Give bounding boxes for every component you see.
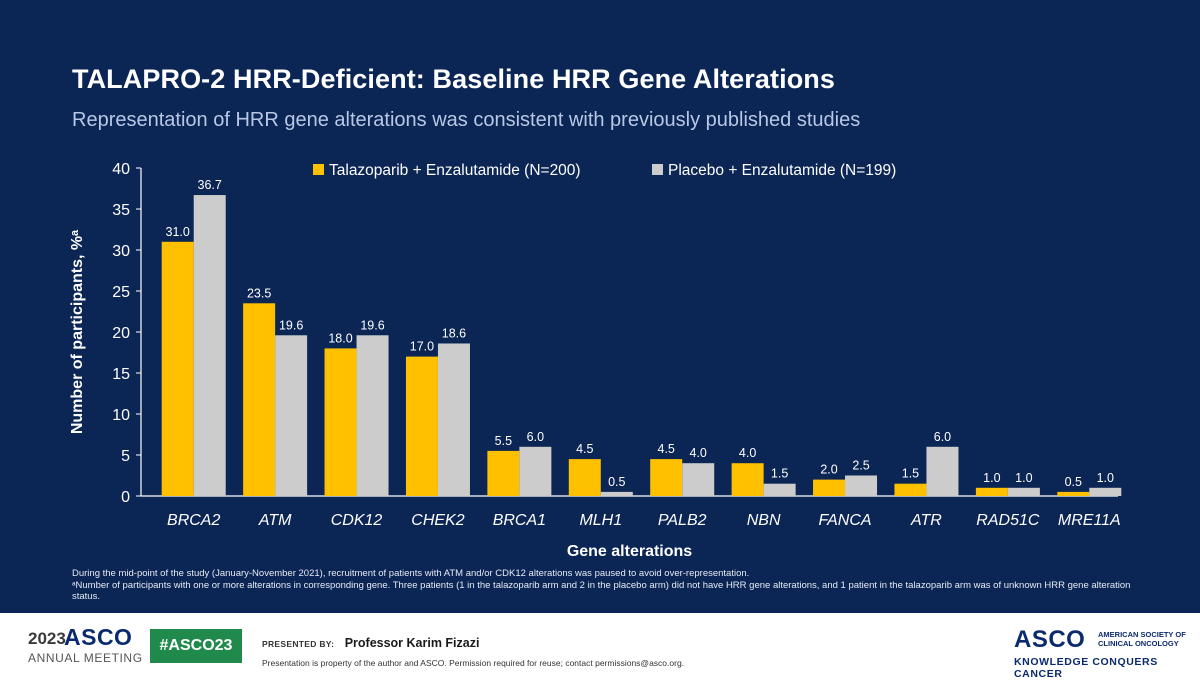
bar-placebo [763,483,796,496]
data-label: 2.0 [820,463,837,477]
data-label: 1.5 [902,467,919,481]
bar-talazoparib [1057,491,1090,496]
data-label: 31.0 [166,225,190,239]
x-tick-label: FANCA [819,512,872,529]
data-label: 1.0 [983,471,1000,485]
y-tick-label: 20 [112,325,130,342]
bar-placebo [1089,487,1122,496]
footer-bar: 2023 ASCO ANNUAL MEETING #ASCO23 PRESENT… [0,613,1200,680]
bar-talazoparib [650,459,683,496]
society-name: AMERICAN SOCIETY OF CLINICAL ONCOLOGY [1098,630,1186,648]
x-tick-label: ATM [258,512,292,529]
data-label: 19.6 [360,318,384,332]
y-axis-title: Number of participants, %ᵃ [69,230,86,434]
data-label: 1.0 [1015,471,1032,485]
x-tick-label: CHEK2 [411,512,464,529]
x-axis-title: Gene alterations [567,543,692,560]
y-tick-label: 10 [112,407,130,424]
data-label: 18.6 [442,326,466,340]
data-label: 1.5 [771,467,788,481]
meeting-year: 2023 [28,629,66,648]
society-name-line-2: CLINICAL ONCOLOGY [1098,639,1179,648]
bar-placebo [193,195,226,496]
asco-meeting-logo: ASCO [64,624,133,650]
y-tick-label: 25 [112,284,130,301]
bar-placebo [519,446,552,496]
bar-placebo [600,491,633,496]
x-tick-label: CDK12 [331,512,383,529]
data-label: 19.6 [279,318,303,332]
data-label: 18.0 [328,331,352,345]
bar-chart: 0 5 10 15 20 25 30 35 40 31.0 36.7 BRCA2 23.5 19.6 ATM… [69,161,1122,560]
bar-placebo [682,463,715,496]
bar-placebo [845,475,878,496]
bar-talazoparib [405,356,438,496]
footnote-recruitment: During the mid-point of the study (Janua… [72,568,750,579]
data-label: 17.0 [410,340,434,354]
data-label: 23.5 [247,286,271,300]
legend-swatch [652,164,663,175]
x-tick-label: PALB2 [658,512,707,529]
presented-by: PRESENTED BY: Professor Karim Fizazi [262,634,479,652]
x-tick-label: RAD51C [976,512,1040,529]
x-tick-label: NBN [747,512,781,529]
x-tick-label: MRE11A [1058,512,1121,529]
x-tick-label: MLH1 [579,512,622,529]
x-tick-label: BRCA1 [493,512,546,529]
bar-talazoparib [568,459,601,496]
slide-subtitle: Representation of HRR gene alterations w… [72,109,861,131]
slide-title: TALAPRO-2 HRR-Deficient: Baseline HRR Ge… [72,64,836,94]
presenter-name: Professor Karim Fizazi [344,636,480,650]
data-label: 4.5 [658,442,675,456]
x-tick-label: BRCA2 [167,512,220,529]
data-label: 4.5 [576,442,593,456]
data-label: 0.5 [1065,475,1082,489]
bar-talazoparib [487,450,520,496]
society-name-line-1: AMERICAN SOCIETY OF [1098,630,1186,639]
bar-placebo [437,343,470,496]
hashtag-badge: #ASCO23 [150,629,242,663]
y-tick-label: 40 [112,161,130,178]
y-tick-label: 30 [112,243,130,260]
bar-talazoparib [975,487,1008,496]
x-tick-label: ATR [910,512,942,529]
presented-by-label: PRESENTED BY: [262,639,335,649]
data-label: 1.0 [1097,471,1114,485]
asco-tagline: KNOWLEDGE CONQUERS CANCER [1014,656,1158,680]
footnotes: During the mid-point of the study (Janua… [72,568,1152,603]
bar-talazoparib [324,348,357,496]
y-tick-label: 5 [121,448,130,465]
bar-talazoparib [731,463,764,496]
bar-talazoparib [161,241,194,496]
footnote-a: ᵃNumber of participants with one or more… [72,579,1131,603]
bar-placebo [926,446,959,496]
property-note: Presentation is property of the author a… [262,658,685,668]
y-tick-label: 35 [112,202,130,219]
data-label: 2.5 [852,459,869,473]
legend-label: Placebo + Enzalutamide (N=199) [668,162,896,179]
bar-talazoparib [813,479,846,496]
legend-label: Talazoparib + Enzalutamide (N=200) [329,162,581,179]
data-label: 0.5 [608,475,625,489]
data-label: 5.5 [495,434,512,448]
y-tick-label: 15 [112,366,130,383]
data-label: 4.0 [739,446,756,460]
data-label: 4.0 [690,446,707,460]
data-label: 6.0 [934,430,951,444]
data-label: 6.0 [527,430,544,444]
bar-placebo [1007,487,1040,496]
data-label: 36.7 [198,178,222,192]
bar-talazoparib [894,483,927,496]
annual-meeting-label: ANNUAL MEETING [28,651,143,665]
legend-swatch [313,164,324,175]
bar-placebo [275,335,308,496]
asco-society-logo: ASCO [1014,626,1086,653]
slide-background: TALAPRO-2 HRR-Deficient: Baseline HRR Ge… [0,0,1200,613]
y-tick-label: 0 [121,489,130,506]
bar-placebo [356,335,389,496]
bar-talazoparib [243,303,276,496]
